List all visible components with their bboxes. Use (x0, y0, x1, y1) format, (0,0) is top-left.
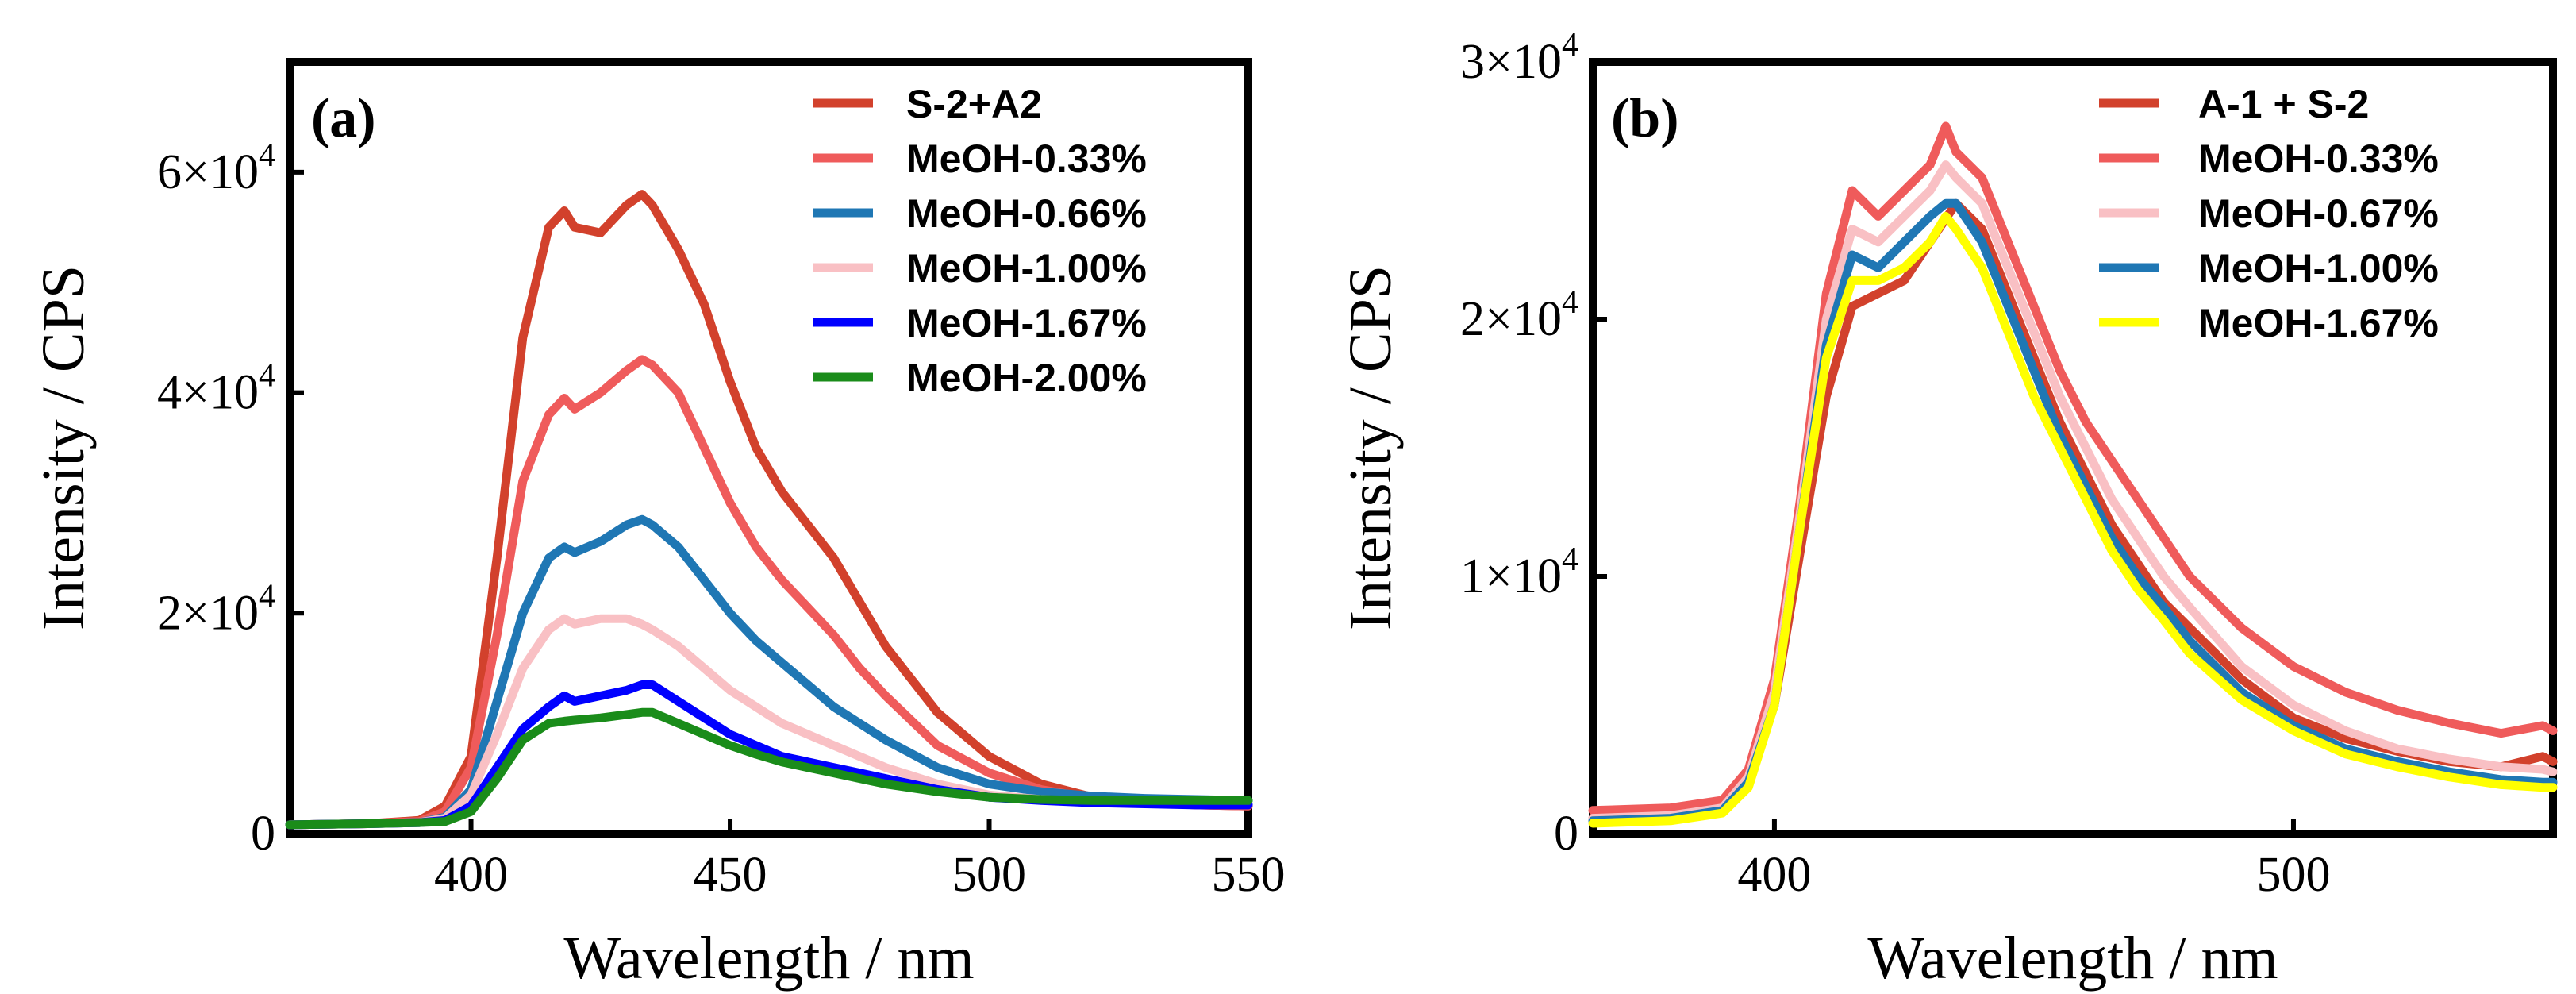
legend-label: MeOH-0.33% (906, 137, 1147, 181)
legend-label: MeOH-0.67% (2198, 191, 2439, 236)
y-tick-label: 0 (1554, 807, 1578, 861)
y-tick-label: 2×104 (1460, 284, 1578, 346)
panel-b-x-axis-title: Wavelength / nm (1867, 925, 2278, 992)
series-line-2 (285, 355, 1253, 830)
y-tick-label: 3×104 (1460, 27, 1578, 89)
x-tick-label: 450 (694, 848, 767, 902)
series-line-5 (1588, 211, 2558, 828)
legend-label: MeOH-1.67% (906, 301, 1147, 345)
series-line-4 (1588, 198, 2558, 826)
x-tick-label: 500 (2256, 848, 2330, 902)
panel-a-legend: S-2+A2 MeOH-0.33% MeOH-0.66% MeOH-1.00% MeOH… (813, 82, 1147, 400)
panel-a: 400 450 500 550 0 2×104 4×104 6×104 (a) Wavele… (30, 58, 1286, 992)
series-line-1 (1588, 198, 2558, 823)
panel-a-frame (286, 58, 1252, 838)
panel-a-x-ticks: 400 450 500 550 (434, 819, 1286, 902)
panel-b-y-axis-title: Intensity / CPS (1337, 265, 1404, 630)
legend-label: MeOH-0.66% (906, 191, 1147, 236)
panel-a-label: (a) (311, 88, 376, 149)
x-tick-label: 500 (952, 848, 1026, 902)
panel-b-label: (b) (1611, 88, 1679, 149)
y-tick-label: 2×104 (157, 578, 275, 640)
legend-label: MeOH-1.67% (2198, 301, 2439, 345)
legend-label: MeOH-1.00% (2198, 246, 2439, 291)
y-tick-label: 0 (251, 807, 275, 861)
panel-b-legend: A-1 + S-2 MeOH-0.33% MeOH-0.67% MeOH-1.00% M… (2099, 82, 2439, 345)
panel-a-y-axis-title: Intensity / CPS (30, 265, 97, 630)
x-tick-label: 400 (434, 848, 508, 902)
panel-a-y-ticks: 0 2×104 4×104 6×104 (157, 137, 304, 861)
y-tick-label: 6×104 (157, 137, 275, 199)
y-tick-label: 4×104 (157, 358, 275, 420)
panel-b-frame (1589, 58, 2557, 838)
legend-label: S-2+A2 (906, 82, 1042, 126)
panel-b: 400 500 0 1×104 2×104 3×104 (b) Wavelength /… (1337, 27, 2558, 992)
panel-a-series (285, 190, 1253, 830)
x-tick-label: 550 (1212, 848, 1286, 902)
panel-a-x-axis-title: Wavelength / nm (563, 925, 974, 992)
legend-label: MeOH-0.33% (2198, 137, 2439, 181)
y-tick-label: 1×104 (1460, 541, 1578, 603)
legend-label: MeOH-1.00% (906, 246, 1147, 291)
panel-b-y-ticks: 0 1×104 2×104 3×104 (1460, 27, 1607, 861)
panel-b-series (1588, 121, 2558, 828)
series-line-3 (285, 514, 1253, 830)
legend-label: A-1 + S-2 (2198, 82, 2369, 126)
series-line-6 (285, 707, 1253, 830)
x-tick-label: 400 (1737, 848, 1811, 902)
panel-b-x-ticks: 400 500 (1737, 819, 2330, 902)
series-line-1 (285, 190, 1253, 830)
legend-label: MeOH-2.00% (906, 356, 1147, 400)
